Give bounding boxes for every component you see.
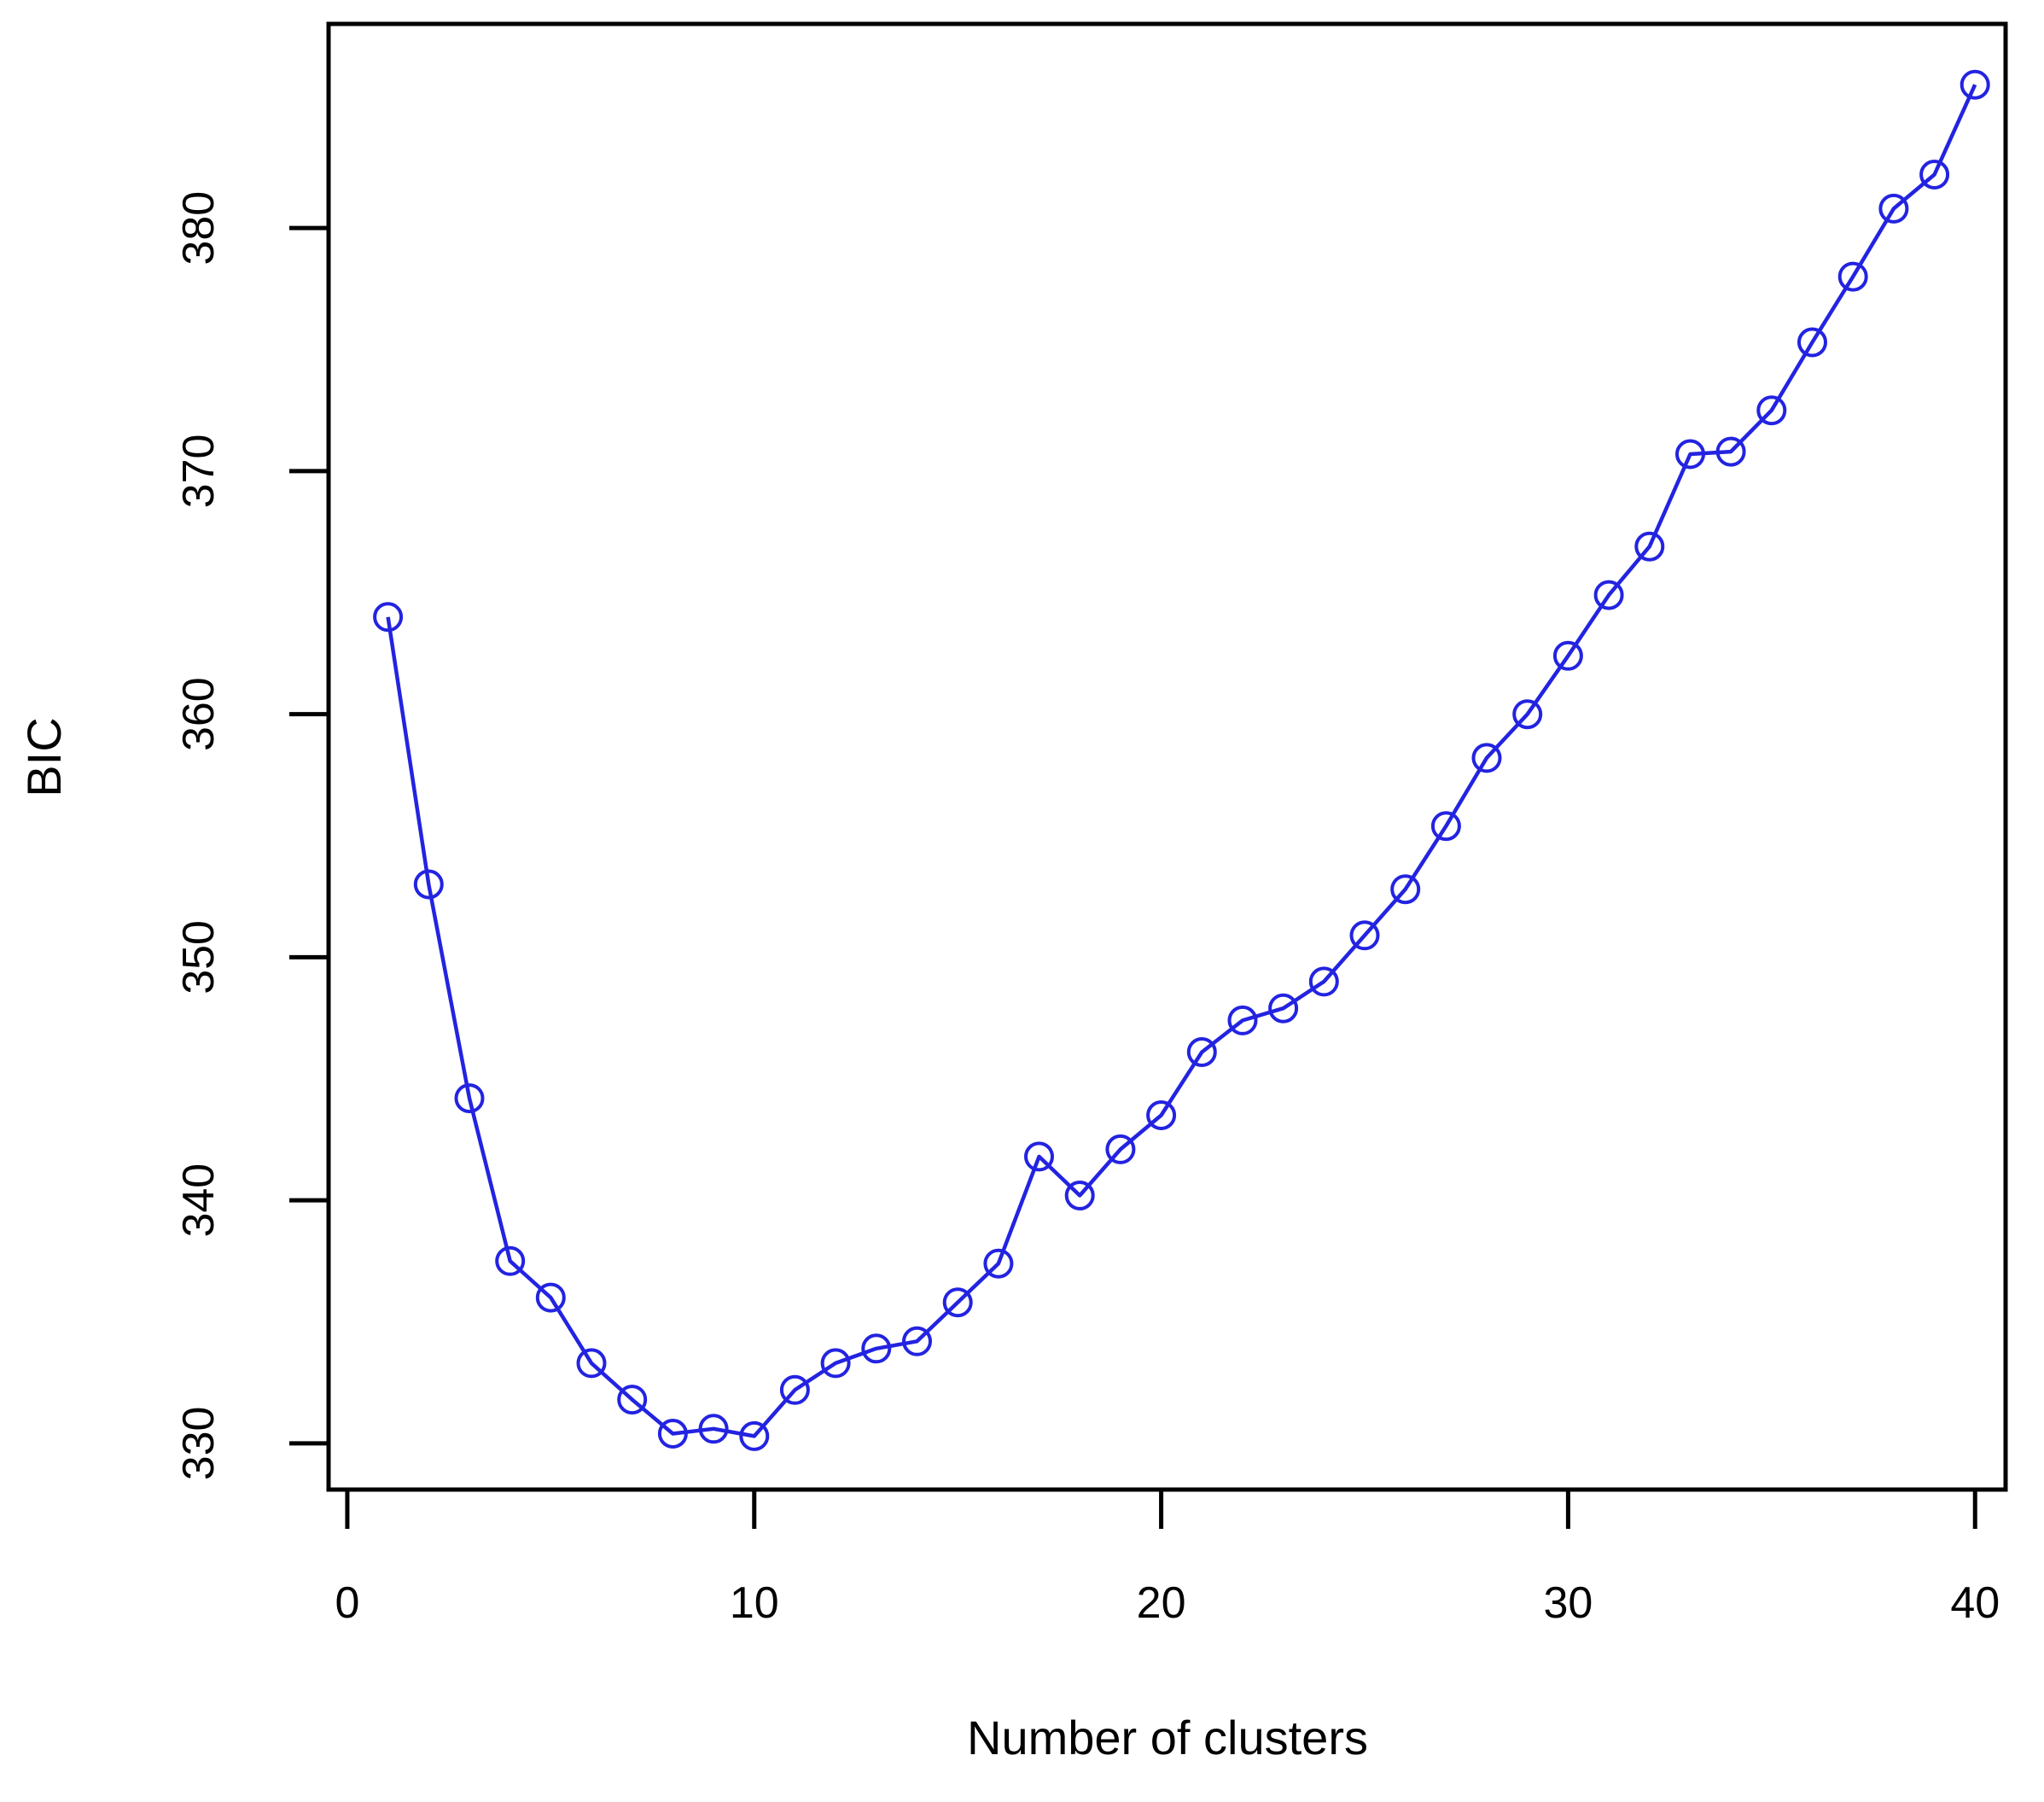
y-tick-label: 360: [174, 677, 224, 751]
data-point: [1593, 580, 1624, 610]
data-point: [902, 1326, 932, 1356]
x-tick-label: 30: [1543, 1578, 1593, 1628]
data-point: [1390, 874, 1421, 905]
y-tick-label: 340: [174, 1163, 224, 1238]
data-point: [1512, 699, 1543, 730]
data-point: [1471, 743, 1502, 773]
data-point: [698, 1414, 729, 1444]
data-point: [779, 1374, 810, 1405]
data-point: [820, 1348, 851, 1379]
data-point: [739, 1420, 770, 1451]
data-point: [657, 1419, 688, 1449]
x-axis-title: Number of clusters: [967, 1711, 1368, 1764]
y-tick-label: 380: [174, 191, 224, 265]
data-point: [1024, 1141, 1054, 1172]
plot-frame: [326, 21, 2008, 1492]
data-point: [535, 1282, 566, 1313]
bic-curve: [386, 84, 1977, 1438]
data-point: [1797, 327, 1827, 358]
data-point: [373, 602, 404, 633]
data-point: [942, 1287, 973, 1318]
data-point: [1919, 160, 1950, 190]
data-point: [617, 1385, 648, 1415]
data-point: [576, 1348, 607, 1379]
y-tick-label: 350: [174, 920, 224, 994]
data-point: [454, 1083, 485, 1114]
y-tick-label: 370: [174, 434, 224, 509]
data-point: [1878, 193, 1909, 224]
data-point: [983, 1248, 1014, 1279]
data-point: [1349, 920, 1380, 951]
y-tick-label: 330: [174, 1407, 224, 1481]
data-point: [1430, 811, 1461, 842]
x-tick-label: 20: [1137, 1578, 1186, 1628]
axes: 0 10 20 30 40 330 340 350 360 370 380: [174, 21, 2008, 1628]
data-point: [1308, 966, 1339, 997]
data-point: [861, 1333, 892, 1364]
data-point: [1675, 439, 1705, 469]
data-point: [1186, 1037, 1217, 1067]
data-point: [1227, 1005, 1258, 1035]
data-point: [1268, 993, 1299, 1023]
data-point: [1715, 436, 1746, 467]
data-point: [1634, 531, 1665, 562]
x-tick-label: 0: [335, 1578, 359, 1628]
data-point: [413, 869, 444, 900]
y-axis-title: BIC: [17, 717, 71, 796]
data-point: [1146, 1100, 1177, 1130]
x-tick-label: 40: [1950, 1578, 2000, 1628]
data-point: [1552, 640, 1583, 671]
data-point: [1064, 1181, 1095, 1210]
data-point: [1756, 395, 1787, 426]
x-tick-label: 10: [730, 1578, 779, 1628]
data-point: [495, 1245, 526, 1276]
data-point: [1105, 1134, 1136, 1164]
data-point: [1960, 69, 1990, 100]
bic-series: [373, 69, 1990, 1451]
data-point: [1837, 261, 1868, 292]
